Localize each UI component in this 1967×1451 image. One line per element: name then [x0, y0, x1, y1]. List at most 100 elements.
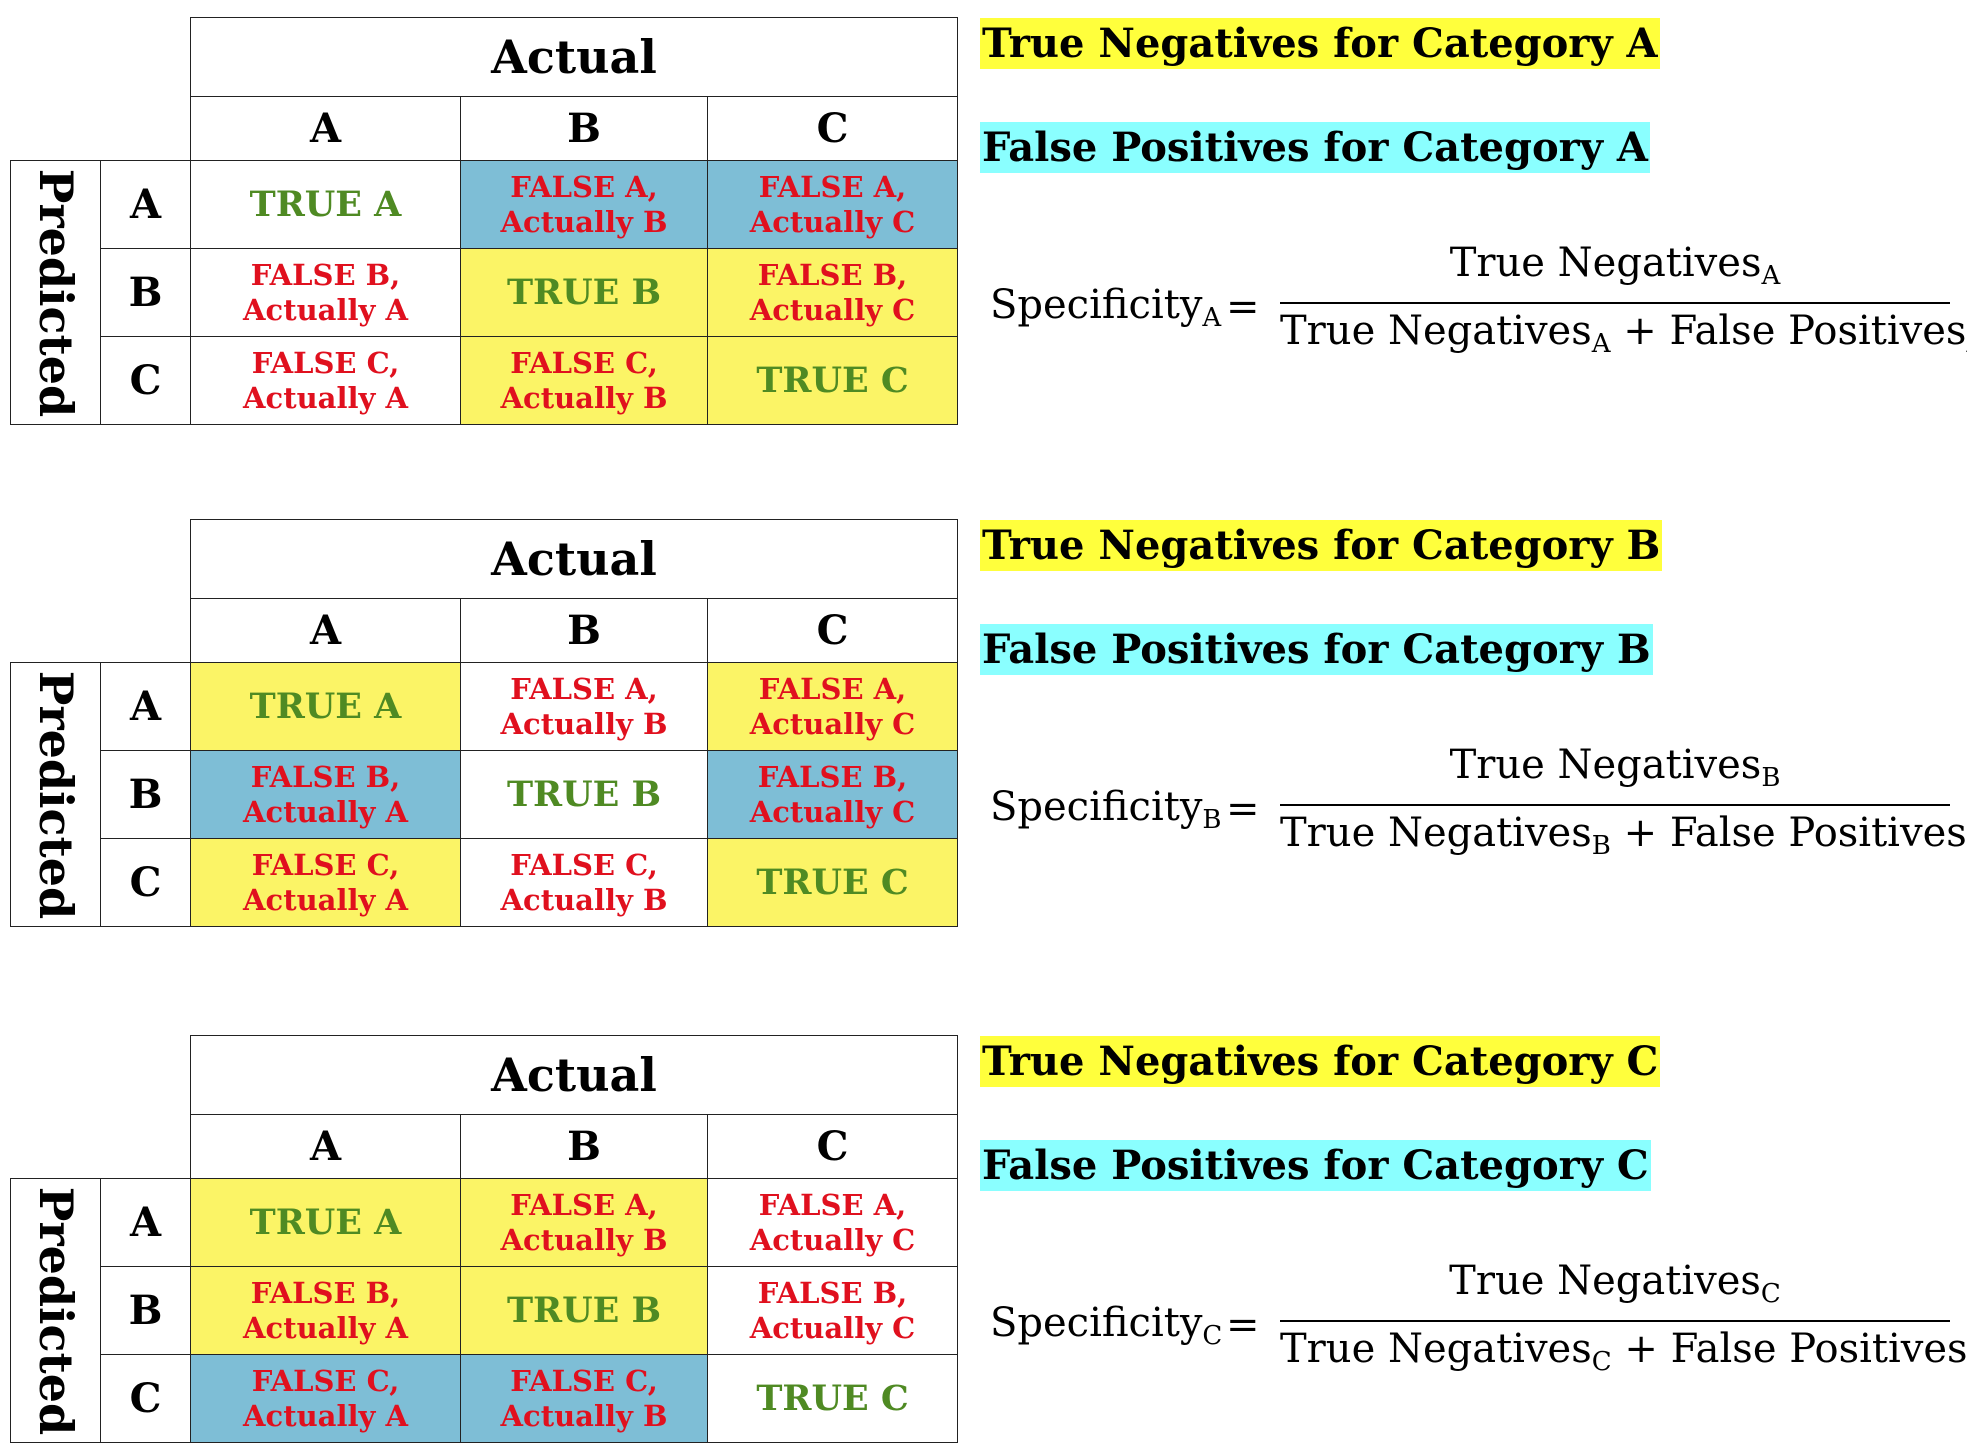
- actual-header: Actual: [190, 1035, 958, 1115]
- confusion-matrix: Actual A B C Predicted A TRUE A FALSE A, Actuall…: [10, 1035, 958, 1443]
- confusion-matrix: Actual A B C Predicted A TRUE A FALSE A, Actuall…: [10, 519, 958, 927]
- denominator-term-1: True Negatives: [1280, 308, 1592, 354]
- cell-pred-c-actual-a: FALSE C, Actually A: [190, 838, 461, 927]
- col-header-c: C: [707, 96, 958, 161]
- formula-numerator: True NegativesB: [1280, 742, 1950, 793]
- cell-pred-b-actual-c: FALSE B, Actually C: [707, 1266, 958, 1355]
- cell-pred-c-actual-a: FALSE C, Actually A: [190, 336, 461, 425]
- cell-pred-a-actual-a: TRUE A: [190, 160, 461, 249]
- cell-line1: FALSE A,: [758, 672, 907, 707]
- cell-line2: Actually C: [749, 706, 916, 741]
- cell-line1: FALSE B,: [757, 760, 908, 795]
- denominator-plus: +: [1624, 1326, 1658, 1372]
- denominator-term-2: False Positives: [1669, 308, 1967, 354]
- cell-line1: FALSE A,: [758, 1188, 907, 1223]
- numerator-text: True Negatives: [1449, 240, 1762, 286]
- row-header-a: A: [100, 662, 191, 751]
- cell-line2: Actually C: [749, 1310, 916, 1345]
- cell-line1: TRUE B: [506, 1289, 662, 1331]
- formula-lhs-text: Specificity: [990, 282, 1203, 328]
- row-header-a: A: [100, 160, 191, 249]
- cell-line1: FALSE C,: [251, 346, 400, 381]
- formula-equals: =: [1226, 786, 1260, 832]
- cell-line2: Actually A: [243, 292, 408, 327]
- cell-pred-b-actual-b: TRUE B: [460, 248, 708, 337]
- cell-line1: FALSE C,: [510, 346, 658, 381]
- legend-true-negatives: True Negatives for Category B: [980, 520, 1663, 571]
- cell-pred-c-actual-c: TRUE C: [707, 336, 958, 425]
- cell-line1: FALSE C,: [510, 848, 658, 883]
- legend-false-positives: False Positives for Category B: [980, 624, 1653, 675]
- cell-pred-a-actual-b: FALSE A, Actually B: [460, 662, 708, 751]
- cell-line2: Actually C: [749, 794, 916, 829]
- formula-lhs-text: Specificity: [990, 784, 1203, 830]
- formula-lhs-text: Specificity: [990, 1300, 1203, 1346]
- corner-blank: [11, 520, 191, 663]
- specificity-formula: SpecificityB = True NegativesB True Negativ…: [990, 742, 1967, 882]
- col-header-b: B: [460, 96, 708, 161]
- predicted-header: Predicted: [10, 662, 101, 927]
- fraction-bar: [1280, 1320, 1950, 1322]
- cell-line2: Actually A: [243, 1310, 408, 1345]
- formula-denominator: True NegativesB + False PositivesB: [1280, 810, 1967, 861]
- cell-line2: Actually B: [500, 204, 668, 239]
- cell-line2: Actually C: [749, 292, 916, 327]
- row-header-b: B: [100, 248, 191, 337]
- cell-line1: TRUE A: [249, 1201, 402, 1243]
- col-header-a: A: [190, 598, 461, 663]
- cell-pred-b-actual-a: FALSE B, Actually A: [190, 750, 461, 839]
- confusion-matrix: Actual A B C Predicted A TRUE A FALSE A, Actuall…: [10, 17, 958, 425]
- fraction-bar: [1280, 302, 1950, 304]
- row-header-c: C: [100, 838, 191, 927]
- numerator-text: True Negatives: [1449, 1258, 1761, 1304]
- col-header-a: A: [190, 1114, 461, 1179]
- numerator-text: True Negatives: [1449, 742, 1762, 788]
- numerator-sub: B: [1761, 763, 1781, 793]
- formula-lhs: SpecificityC: [990, 1300, 1222, 1351]
- cell-pred-a-actual-a: TRUE A: [190, 1178, 461, 1267]
- predicted-label: Predicted: [28, 670, 83, 919]
- denominator-sub-1: C: [1591, 1347, 1612, 1377]
- specificity-formula: SpecificityC = True NegativesC True Negativ…: [990, 1258, 1967, 1398]
- formula-numerator: True NegativesC: [1280, 1258, 1950, 1309]
- formula-numerator: True NegativesA: [1280, 240, 1950, 291]
- cell-line1: TRUE B: [506, 271, 662, 313]
- cell-pred-c-actual-b: FALSE C, Actually B: [460, 1354, 708, 1443]
- legend-false-positives: False Positives for Category A: [980, 122, 1650, 173]
- denominator-term-1: True Negatives: [1280, 1326, 1592, 1372]
- col-header-b: B: [460, 598, 708, 663]
- cell-line2: Actually B: [500, 380, 668, 415]
- formula-lhs: SpecificityA: [990, 282, 1221, 333]
- denominator-sub-1: A: [1591, 329, 1611, 359]
- fraction-bar: [1280, 804, 1950, 806]
- legend-false-positives: False Positives for Category C: [980, 1140, 1651, 1191]
- cell-line1: TRUE A: [249, 685, 402, 727]
- cell-pred-a-actual-b: FALSE A, Actually B: [460, 1178, 708, 1267]
- cell-pred-b-actual-c: FALSE B, Actually C: [707, 750, 958, 839]
- corner-blank: [11, 18, 191, 161]
- predicted-label: Predicted: [28, 1186, 83, 1435]
- cell-line1: FALSE C,: [251, 1364, 400, 1399]
- cell-pred-b-actual-c: FALSE B, Actually C: [707, 248, 958, 337]
- cell-line2: Actually B: [500, 882, 668, 917]
- row-header-c: C: [100, 336, 191, 425]
- cell-line2: Actually C: [749, 1222, 916, 1257]
- cell-line1: FALSE A,: [510, 170, 658, 205]
- col-header-c: C: [707, 1114, 958, 1179]
- cell-line2: Actually A: [243, 794, 408, 829]
- cell-line1: FALSE B,: [250, 258, 401, 293]
- cell-pred-b-actual-b: TRUE B: [460, 750, 708, 839]
- cell-line2: Actually B: [500, 1222, 668, 1257]
- actual-header: Actual: [190, 519, 958, 599]
- cell-line1: FALSE A,: [510, 1188, 658, 1223]
- legend-true-negatives: True Negatives for Category A: [980, 18, 1660, 69]
- cell-pred-b-actual-b: TRUE B: [460, 1266, 708, 1355]
- predicted-header: Predicted: [10, 160, 101, 425]
- row-header-a: A: [100, 1178, 191, 1267]
- actual-header: Actual: [190, 17, 958, 97]
- specificity-formula: SpecificityA = True NegativesA True Negativ…: [990, 240, 1967, 380]
- predicted-label: Predicted: [28, 168, 83, 417]
- cell-line1: TRUE A: [249, 183, 402, 225]
- denominator-sub-1: B: [1591, 831, 1611, 861]
- formula-equals: =: [1226, 284, 1260, 330]
